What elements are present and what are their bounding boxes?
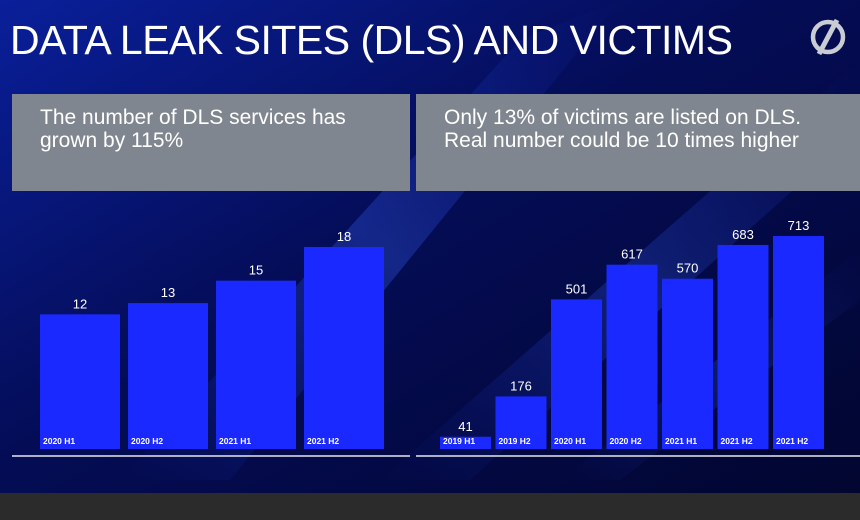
victims-bar xyxy=(495,396,547,449)
dls-data-label: 12 xyxy=(73,296,87,311)
victims-bar xyxy=(773,236,824,449)
victims-category-label: 2019 H1 xyxy=(443,436,475,446)
victims-data-label: 41 xyxy=(458,419,472,434)
victims-bar xyxy=(606,264,658,449)
victims-data-label: 176 xyxy=(510,378,532,393)
dls-bar xyxy=(128,303,208,449)
victims-bar xyxy=(440,436,491,449)
dls-category-label: 2021 H2 xyxy=(307,436,339,446)
dls-bar xyxy=(40,314,120,449)
victims-data-label: 570 xyxy=(677,261,699,276)
dls-data-label: 15 xyxy=(249,263,263,278)
victims-data-label: 683 xyxy=(732,227,754,242)
victims-category-label: 2019 H2 xyxy=(499,436,531,446)
victims-data-label: 501 xyxy=(566,281,588,296)
slide-title: DATA LEAK SITES (DLS) AND VICTIMS xyxy=(10,17,733,63)
dls-growth-text: The number of DLS services has grown by … xyxy=(40,106,346,152)
victims-callout: Only 13% of victims are listed on DLS. R… xyxy=(416,94,860,191)
dls-bar xyxy=(304,247,384,449)
victims-category-label: 2021 H2 xyxy=(776,436,808,446)
victims-category-label: 2020 H2 xyxy=(610,436,642,446)
dls-category-label: 2020 H2 xyxy=(131,436,163,446)
circle-slash-logo-icon xyxy=(810,18,846,56)
dls-data-label: 13 xyxy=(161,285,175,300)
victims-bar xyxy=(717,244,769,449)
dls-bar xyxy=(216,280,296,449)
victims-data-label: 617 xyxy=(621,247,643,262)
victims-category-label: 2021 H1 xyxy=(665,436,697,446)
victims-category-label: 2020 H1 xyxy=(554,436,586,446)
dls-growth-callout: The number of DLS services has grown by … xyxy=(12,94,410,191)
victims-text: Only 13% of victims are listed on DLS. R… xyxy=(444,106,802,152)
victims-bar xyxy=(551,299,602,449)
bottom-bar xyxy=(0,493,860,520)
victims-bar xyxy=(662,278,713,449)
dls-category-label: 2020 H1 xyxy=(43,436,75,446)
dls-chart: 12 2020 H1 13 2020 H2 15 2021 H1 18 2021 H2 xyxy=(12,229,410,457)
victims-category-label: 2021 H2 xyxy=(721,436,753,446)
dls-category-label: 2021 H1 xyxy=(219,436,251,446)
dls-data-label: 18 xyxy=(337,229,351,244)
victims-chart: 41 2019 H1 176 2019 H2 501 2020 H1 617 2020 H2 5… xyxy=(416,218,860,457)
victims-data-label: 713 xyxy=(788,218,810,233)
